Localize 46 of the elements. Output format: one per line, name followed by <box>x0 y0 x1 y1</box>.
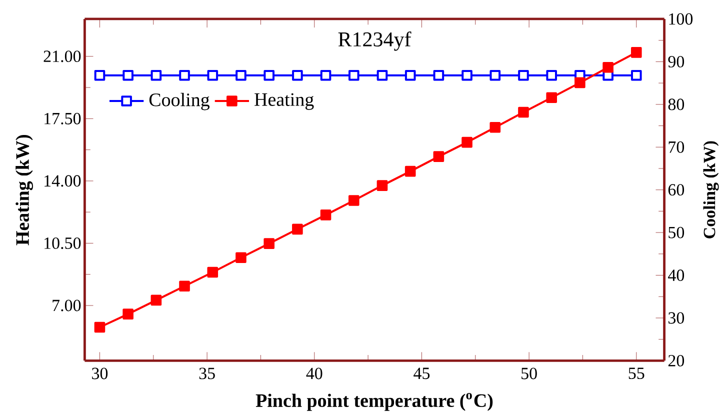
point <box>630 47 642 58</box>
y2-tick-label: 50 <box>668 226 684 238</box>
x-tick-label: 30 <box>92 368 108 380</box>
y2-tick-label: 30 <box>668 312 684 324</box>
y2-tick-label: 20 <box>668 354 684 366</box>
legend-label: Heating <box>254 93 314 110</box>
text: R1234yf <box>338 32 412 51</box>
x-tick-label: 40 <box>306 368 322 380</box>
y2-axis-title: Cooling (kW) <box>703 141 719 238</box>
y-tick-label: 14.00 <box>44 175 81 187</box>
y-axis-title: Heating (kW) <box>16 135 33 246</box>
point <box>602 62 614 73</box>
x-tick-label: 45 <box>414 368 430 380</box>
point <box>490 122 501 133</box>
x-tick-label: 50 <box>522 368 537 380</box>
point <box>546 92 557 104</box>
y2-tick-label: 90 <box>668 56 684 68</box>
point <box>292 224 303 235</box>
y-tick-label: 17.50 <box>44 112 81 124</box>
point <box>462 136 472 148</box>
point <box>150 294 162 306</box>
y2-tick-label: 70 <box>668 141 684 153</box>
y-tick-label: 7.00 <box>52 300 81 312</box>
x-tick-label: 35 <box>199 368 215 380</box>
point <box>264 238 274 249</box>
x-axis-title: Pinch point temperature ($^{o}$C) <box>256 392 493 411</box>
point <box>236 252 246 264</box>
y-tick-label: 10.50 <box>44 237 81 250</box>
y2-tick-label: 100 <box>669 13 693 25</box>
y2-tick-label: 60 <box>668 184 684 196</box>
x-tick-label: 55 <box>628 368 644 380</box>
y2-tick-label: 40 <box>668 270 684 281</box>
point <box>320 210 332 220</box>
point <box>122 308 134 320</box>
legend-label: Cooling <box>149 92 210 110</box>
point <box>179 280 190 292</box>
point <box>518 106 529 118</box>
point <box>404 166 416 177</box>
point <box>207 266 218 278</box>
y-tick-label: 21.00 <box>44 50 81 62</box>
point <box>574 77 586 88</box>
point <box>94 322 106 333</box>
point <box>376 180 388 191</box>
point <box>433 151 444 162</box>
y2-tick-label: 80 <box>668 98 684 110</box>
point <box>348 195 360 206</box>
